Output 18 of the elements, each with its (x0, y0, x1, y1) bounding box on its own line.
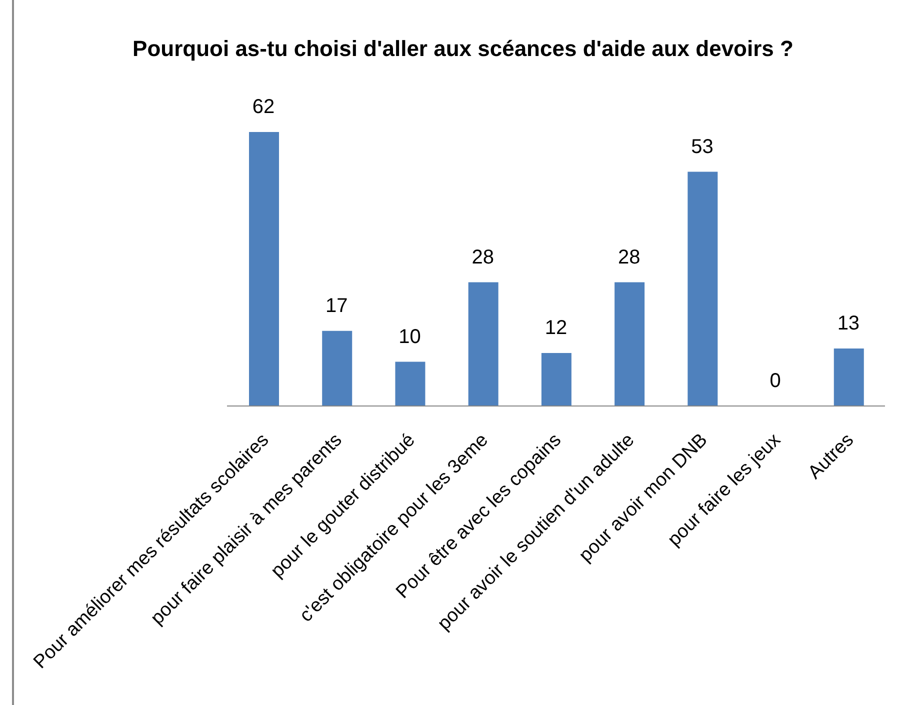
data-label: 17 (326, 294, 348, 317)
data-label: 10 (398, 326, 421, 348)
data-label: 12 (544, 316, 568, 339)
bar (614, 282, 645, 406)
bar (322, 330, 352, 406)
bar (395, 362, 426, 406)
data-label: 0 (770, 370, 781, 392)
data-label: 28 (618, 246, 640, 268)
data-label: 28 (472, 246, 494, 268)
bar (468, 282, 498, 406)
bar (249, 132, 279, 406)
bar (541, 352, 572, 406)
data-label: 62 (252, 96, 275, 118)
data-label: 53 (691, 136, 714, 158)
bar (688, 172, 718, 406)
data-label: 13 (837, 312, 860, 335)
bar (834, 348, 864, 406)
chart-title: Pourquoi as-tu choisi d'aller aux scéances d'aide aux devoirs ? (132, 36, 794, 62)
